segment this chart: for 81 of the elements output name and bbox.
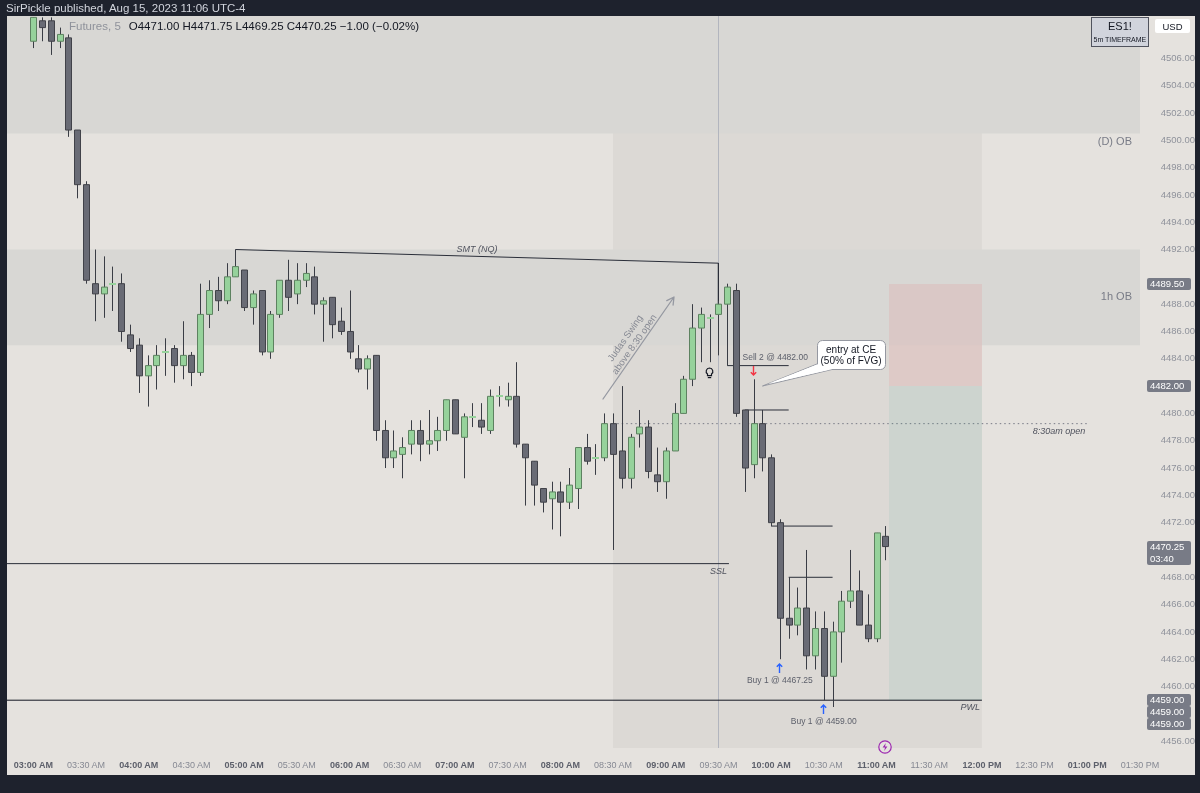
annotation: entry at CE (50% of FVG) [820, 344, 882, 366]
candlestick [109, 266, 116, 312]
x-tick-label: 05:00 AM [224, 759, 264, 770]
text: USD [1162, 20, 1183, 32]
annotation: Buy 1 @ 4459.00 [790, 715, 857, 726]
candlestick [496, 385, 503, 408]
x-tick-label: 08:30 AM [594, 759, 633, 770]
y-tick-label: 4506.00 [1160, 51, 1195, 63]
y-tick-label: 4498.00 [1160, 161, 1195, 173]
x-tick-label: 03:00 AM [13, 759, 53, 770]
text: 4459.00 [1150, 706, 1185, 718]
chart-subtitle: SirPickle published, Aug 15, 2023 11:06 UTC-4 [6, 1, 246, 15]
candlestick [469, 402, 476, 428]
y-tick-label: 4486.00 [1160, 325, 1195, 337]
y-tick-label: 4492.00 [1160, 243, 1195, 255]
y-tick-label: 4500.00 [1160, 133, 1195, 145]
chart-title: Futures, 5 [69, 20, 121, 32]
x-tick-label: 01:30 PM [1120, 759, 1160, 770]
annotation: O4471.00 H4471.75 L4469.25 C4470.25 −1.00 (−0.02%) [128, 20, 420, 32]
y-tick-label: 4472.00 [1160, 516, 1195, 528]
x-tick-label: 09:00 AM [646, 759, 686, 770]
x-tick-label: 09:30 AM [699, 759, 738, 770]
x-tick-label: 05:30 AM [277, 759, 316, 770]
x-tick-label: 10:00 AM [751, 759, 791, 770]
y-tick-label: 4504.00 [1160, 79, 1195, 91]
band-label: (D) OB [1097, 134, 1132, 147]
y-tick-label: 4496.00 [1160, 188, 1195, 200]
y-tick-label: 4468.00 [1160, 570, 1195, 582]
y-tick-label: 4488.00 [1160, 297, 1195, 309]
y-tick-label: 4466.00 [1160, 598, 1195, 610]
series-label: SMT (NQ) [456, 244, 498, 255]
candlestick [557, 481, 564, 537]
y-tick-label: 4478.00 [1160, 434, 1195, 446]
x-tick-label: 11:30 AM [910, 759, 948, 770]
y-tick-label: 4502.00 [1160, 106, 1195, 118]
band-label: 1h OB [1100, 290, 1132, 303]
text: 4459.00 [1150, 694, 1185, 706]
x-tick-label: 03:30 AM [67, 759, 106, 770]
x-tick-label: 06:00 AM [329, 759, 370, 770]
candlestick [408, 419, 415, 455]
x-tick-label: 12:00 PM [962, 759, 1002, 770]
x-tick-label: 08:00 AM [540, 759, 580, 770]
candlestick [206, 279, 213, 329]
y-tick-label: 4480.00 [1160, 407, 1195, 419]
x-tick-label: 10:30 AM [804, 759, 843, 770]
series-label: PWL [960, 702, 980, 713]
text: 4470.25 03:40 [1150, 541, 1185, 565]
annotation: Sell 2 @ 4482.00 [742, 351, 808, 362]
candlestick [162, 337, 169, 377]
annotation: ES1! [1108, 20, 1132, 32]
x-tick-label: 11:00 AM [857, 759, 896, 770]
candlestick [364, 354, 371, 391]
x-tick-label: 07:30 AM [488, 759, 527, 770]
candlestick [399, 436, 406, 479]
x-tick-label: 07:00 AM [435, 759, 475, 770]
candlestick [584, 433, 591, 466]
annotation: Buy 1 @ 4467.25 [746, 674, 813, 685]
x-tick-label: 01:00 PM [1067, 759, 1107, 770]
y-tick-label: 4456.00 [1160, 734, 1195, 746]
x-tick-label: 04:30 AM [172, 759, 211, 770]
candlestick [847, 549, 854, 609]
series-label: 8:30am open [1032, 425, 1086, 436]
y-tick-label: 4474.00 [1160, 488, 1195, 500]
candlestick [355, 344, 362, 373]
candlestick [320, 296, 327, 343]
text: 4459.00 [1150, 718, 1185, 730]
x-tick-label: 06:30 AM [383, 759, 422, 770]
y-tick-label: 4484.00 [1160, 352, 1195, 364]
series-label: SSL [709, 565, 727, 576]
text: 4482.00 [1150, 380, 1185, 392]
y-tick-label: 4476.00 [1160, 461, 1195, 473]
candlestick [417, 419, 424, 462]
candlestick [48, 16, 55, 56]
y-tick-label: 4494.00 [1160, 215, 1195, 227]
x-tick-label: 12:30 PM [1015, 759, 1054, 770]
y-tick-label: 4460.00 [1160, 680, 1195, 692]
text: 4489.50 [1150, 278, 1185, 290]
candlestick [707, 313, 714, 363]
y-tick-label: 4462.00 [1160, 652, 1195, 664]
x-tick-label: 04:00 AM [119, 759, 159, 770]
y-tick-label: 4464.00 [1160, 625, 1195, 637]
